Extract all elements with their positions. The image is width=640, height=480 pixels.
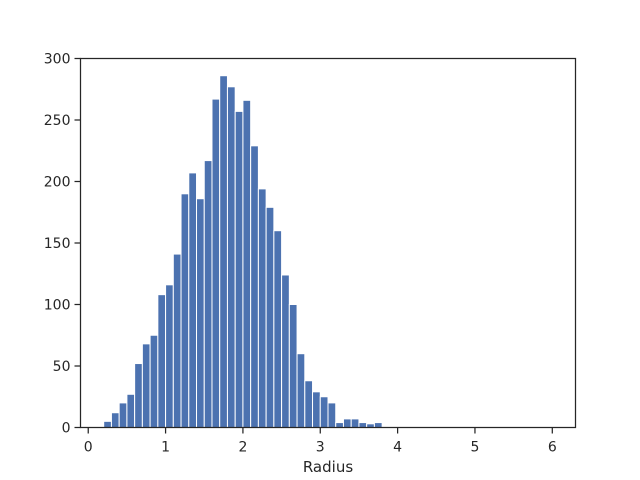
x-tick-label: 5 xyxy=(470,440,479,456)
y-tick-label: 300 xyxy=(44,52,71,68)
x-tick-label: 3 xyxy=(316,440,325,456)
histogram-bar xyxy=(265,206,275,428)
histogram-bar xyxy=(172,253,182,428)
histogram-bar xyxy=(118,402,128,428)
x-axis: 0 1 2 3 4 5 6 xyxy=(84,427,557,456)
histogram-bar xyxy=(157,294,167,428)
histogram-bar xyxy=(196,198,205,428)
x-tick-label: 4 xyxy=(393,440,402,456)
histogram-bar xyxy=(296,353,306,429)
x-tick-label: 1 xyxy=(161,440,170,456)
x-axis-label: Radius xyxy=(303,458,353,476)
y-tick-label: 250 xyxy=(44,113,71,129)
y-tick-label: 150 xyxy=(44,236,71,252)
histogram-bar xyxy=(165,284,174,428)
histogram-bar xyxy=(211,98,221,428)
histogram-bar xyxy=(335,422,344,428)
histogram-bar xyxy=(103,420,112,429)
histogram-bar xyxy=(242,99,252,428)
x-tick-label: 2 xyxy=(238,440,247,456)
histogram-bar xyxy=(134,363,143,429)
histogram-bar xyxy=(126,393,136,429)
histogram-bar xyxy=(304,380,314,429)
y-tick-label: 200 xyxy=(44,175,71,191)
histogram-bar xyxy=(203,160,213,428)
histogram-bar xyxy=(226,86,236,428)
histogram-bar xyxy=(141,343,151,428)
histogram-bar xyxy=(350,418,360,429)
histogram-bar xyxy=(110,412,120,428)
histogram-bar xyxy=(342,418,352,429)
y-axis: 0 50 100 150 200 250 300 xyxy=(44,52,81,437)
y-tick-label: 50 xyxy=(53,359,71,375)
histogram-bar xyxy=(327,402,337,428)
bars-group xyxy=(103,75,383,429)
histogram-bar xyxy=(219,75,228,428)
histogram-bar xyxy=(188,172,198,428)
histogram-bar xyxy=(288,304,298,428)
y-tick-label: 0 xyxy=(62,421,71,437)
histogram-bar xyxy=(180,193,190,428)
histogram-bar xyxy=(319,396,329,428)
histogram-bar xyxy=(149,334,159,428)
histogram-bar xyxy=(373,422,383,428)
histogram-bar xyxy=(312,391,321,428)
x-tick-label: 0 xyxy=(84,440,93,456)
histogram-bar xyxy=(273,230,283,428)
histogram-bar xyxy=(257,188,267,428)
y-tick-label: 100 xyxy=(44,298,71,314)
histogram-bar xyxy=(250,145,259,429)
histogram-bar xyxy=(281,274,290,429)
histogram-bar xyxy=(234,110,244,428)
x-tick-label: 6 xyxy=(548,440,557,456)
histogram-bar xyxy=(358,422,368,428)
